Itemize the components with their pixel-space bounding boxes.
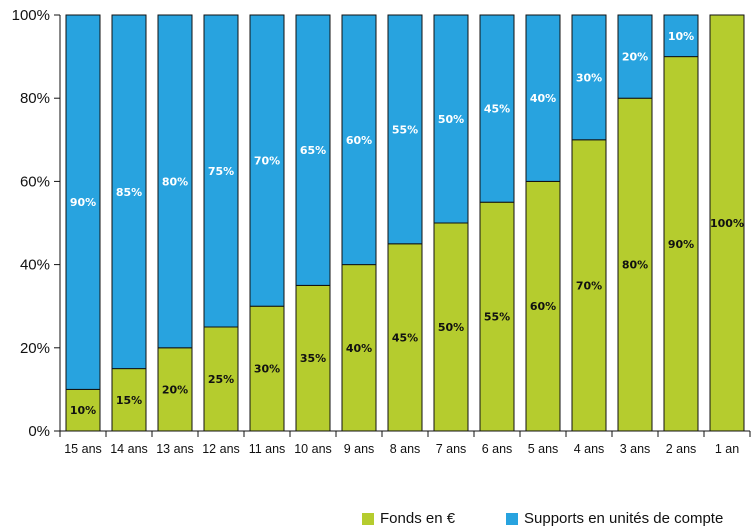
bar-supports-3 bbox=[203, 14, 239, 328]
data-label-fonds-11: 70% bbox=[576, 279, 602, 292]
bar-supports-10 bbox=[525, 14, 561, 182]
y-tick-label-0: 0% bbox=[28, 423, 50, 440]
data-label-fonds-8: 50% bbox=[438, 321, 464, 334]
bar-fonds-14 bbox=[709, 14, 745, 432]
data-label-supports-12: 20% bbox=[622, 51, 648, 64]
data-label-fonds-12: 80% bbox=[622, 259, 648, 272]
x-tick-label-9: 6 ans bbox=[482, 442, 513, 456]
x-tick-label-2: 13 ans bbox=[156, 442, 194, 456]
data-label-fonds-1: 15% bbox=[116, 394, 142, 407]
bar-fonds-9 bbox=[479, 201, 515, 432]
bar-fonds-0 bbox=[65, 388, 101, 432]
data-label-fonds-4: 30% bbox=[254, 363, 280, 376]
data-label-fonds-13: 90% bbox=[668, 238, 694, 251]
bar-supports-0 bbox=[65, 14, 101, 390]
bar-supports-7 bbox=[387, 14, 423, 245]
x-tick-label-12: 3 ans bbox=[620, 442, 651, 456]
x-tick-label-8: 7 ans bbox=[436, 442, 467, 456]
bar-supports-12 bbox=[617, 14, 653, 99]
bar-supports-11 bbox=[571, 14, 607, 141]
axes bbox=[54, 14, 751, 437]
y-tick-label-3: 60% bbox=[20, 173, 50, 190]
bar-supports-5 bbox=[295, 14, 331, 286]
x-tick-label-14: 1 an bbox=[715, 442, 739, 456]
x-tick-label-4: 11 ans bbox=[249, 442, 286, 456]
data-label-supports-1: 85% bbox=[116, 186, 142, 199]
data-label-fonds-7: 45% bbox=[392, 331, 418, 344]
y-tick-label-4: 80% bbox=[20, 90, 50, 107]
data-label-fonds-6: 40% bbox=[346, 342, 372, 355]
legend-swatch-fonds bbox=[362, 512, 374, 525]
data-labels: 10% 90% 15% 85% 20% 80% 25% 75% 30% 70% 35% 65% 40% 6… bbox=[70, 30, 744, 417]
data-label-supports-4: 70% bbox=[254, 155, 280, 168]
data-label-supports-8: 50% bbox=[438, 113, 464, 126]
x-tick-label-10: 5 ans bbox=[528, 442, 559, 456]
x-tick-label-5: 10 ans bbox=[294, 442, 332, 456]
x-tick-label-11: 4 ans bbox=[574, 442, 605, 456]
data-label-fonds-5: 35% bbox=[300, 352, 326, 365]
bar-supports-13 bbox=[663, 14, 699, 58]
data-label-supports-10: 40% bbox=[530, 92, 556, 105]
data-label-fonds-10: 60% bbox=[530, 300, 556, 313]
data-label-fonds-3: 25% bbox=[208, 373, 234, 386]
bar-fonds-10 bbox=[525, 180, 561, 432]
data-label-supports-9: 45% bbox=[484, 103, 510, 116]
bar-fonds-8 bbox=[433, 222, 469, 432]
data-label-fonds-9: 55% bbox=[484, 311, 510, 324]
x-tick-label-1: 14 ans bbox=[110, 442, 148, 456]
bar-fonds-11 bbox=[571, 139, 607, 432]
legend-item-supports: Supports en unités de compte bbox=[506, 510, 723, 527]
data-label-supports-7: 55% bbox=[392, 123, 418, 136]
bar-fonds-5 bbox=[295, 284, 331, 432]
legend-label-supports: Supports en unités de compte bbox=[524, 510, 724, 527]
x-tick-label-7: 8 ans bbox=[390, 442, 421, 456]
data-label-fonds-14: 100% bbox=[710, 217, 744, 230]
data-label-supports-2: 80% bbox=[162, 175, 188, 188]
data-label-supports-6: 60% bbox=[346, 134, 372, 147]
bars-group bbox=[65, 14, 745, 432]
y-tick-label-2: 40% bbox=[20, 257, 50, 274]
data-label-supports-13: 10% bbox=[668, 30, 694, 43]
legend-swatch-supports bbox=[506, 512, 518, 525]
legend-item-fonds: Fonds en € bbox=[362, 510, 455, 527]
data-label-supports-5: 65% bbox=[300, 144, 326, 157]
x-tick-label-6: 9 ans bbox=[344, 442, 375, 456]
y-tick-label-1: 20% bbox=[20, 340, 50, 357]
x-tick-label-0: 15 ans bbox=[64, 442, 102, 456]
data-label-fonds-2: 20% bbox=[162, 383, 188, 396]
bar-supports-1 bbox=[111, 14, 147, 370]
x-tick-label-3: 12 ans bbox=[202, 442, 240, 456]
x-axis-category-labels: 15 ans 14 ans 13 ans 12 ans 11 ans 10 ans 9 an… bbox=[64, 442, 739, 456]
bar-fonds-13 bbox=[663, 56, 699, 432]
legend-label-fonds: Fonds en € bbox=[380, 510, 456, 527]
x-tick-label-13: 2 ans bbox=[666, 442, 697, 456]
data-label-supports-3: 75% bbox=[208, 165, 234, 178]
bar-fonds-12 bbox=[617, 97, 653, 432]
y-tick-label-5: 100% bbox=[12, 7, 50, 24]
data-label-fonds-0: 10% bbox=[70, 404, 96, 417]
bar-supports-4 bbox=[249, 14, 285, 307]
bar-supports-6 bbox=[341, 14, 377, 266]
bar-supports-9 bbox=[479, 14, 515, 203]
data-label-supports-11: 30% bbox=[576, 71, 602, 84]
bar-supports-2 bbox=[157, 14, 193, 349]
bar-supports-8 bbox=[433, 14, 469, 224]
y-axis-tick-labels: 0% 20% 40% 60% 80% 100% bbox=[12, 7, 50, 440]
data-label-supports-0: 90% bbox=[70, 196, 96, 209]
